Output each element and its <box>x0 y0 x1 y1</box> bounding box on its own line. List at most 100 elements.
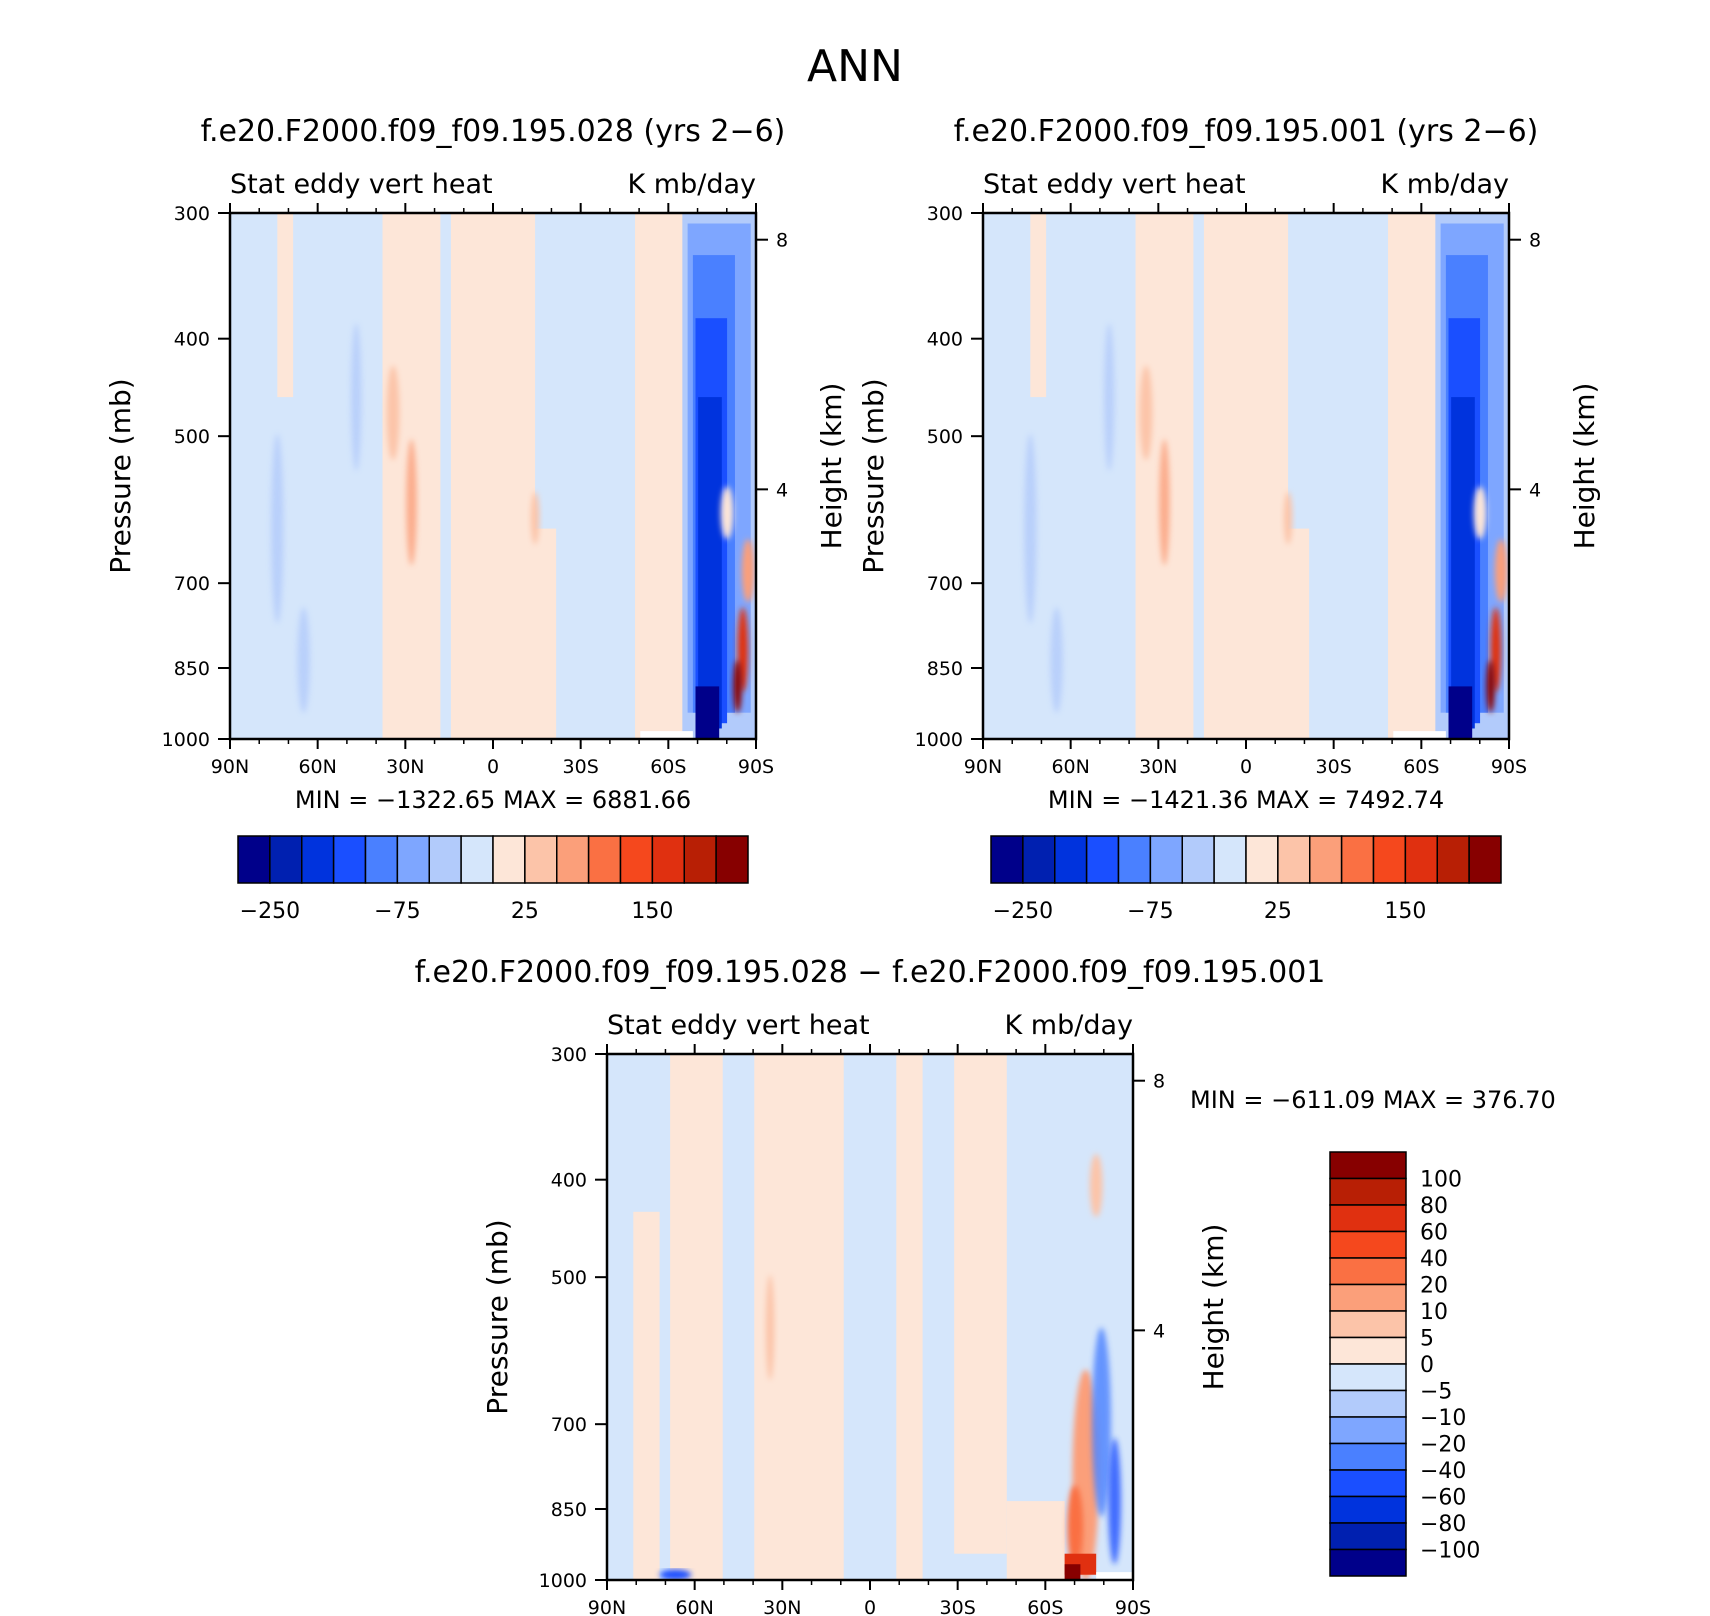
colorbar-swatch <box>1329 1495 1407 1524</box>
colorbar-swatch <box>1329 1310 1407 1339</box>
x-tick-label: 60N <box>1051 756 1089 778</box>
colorbar-label: 10 <box>1420 1300 1448 1325</box>
x-tick-label: 0 <box>487 756 499 778</box>
colorbar-swatch <box>651 835 685 884</box>
y2-tick-label: 4 <box>1153 1320 1165 1342</box>
colorbar-swatch <box>619 835 654 884</box>
colorbar-swatch <box>683 835 717 884</box>
colorbar-swatch <box>1404 835 1438 884</box>
colorbar-swatch <box>1329 1151 1407 1180</box>
colorbar-label: −5 <box>1420 1380 1452 1405</box>
colorbar-swatch <box>1329 1442 1407 1471</box>
y-tick-label: 850 <box>174 658 210 680</box>
y-tick-label: 300 <box>174 203 210 225</box>
colorbar-swatch <box>1329 1363 1407 1392</box>
colorbar-swatch <box>396 835 430 884</box>
y-tick-label: 300 <box>551 1044 587 1066</box>
colorbar-swatch <box>1436 835 1470 884</box>
y-axis-label: Pressure (mb) <box>857 378 890 573</box>
colorbar-swatch <box>460 835 494 884</box>
colorbar-label: 20 <box>1420 1274 1448 1299</box>
chart-title: f.e20.F2000.f09_f09.195.028 (yrs 2−6) <box>201 114 786 149</box>
colorbar-label: 25 <box>511 899 539 924</box>
colorbar-swatch <box>1213 835 1247 884</box>
colorbar-swatch <box>1054 835 1088 884</box>
colorbar-swatch <box>1329 1336 1407 1365</box>
main-title: ANN <box>807 41 903 92</box>
contour-field <box>983 213 1509 739</box>
colorbar-swatch <box>1085 835 1120 884</box>
colorbar-swatch <box>1329 1522 1407 1551</box>
colorbar-swatch <box>1329 1469 1407 1498</box>
x-tick-label: 60S <box>1403 756 1439 778</box>
x-tick-label: 90N <box>211 756 249 778</box>
y2-axis-label: Height (km) <box>815 383 848 550</box>
colorbar: −250 −75 25 150 <box>990 835 1502 924</box>
y2-axis-label: Height (km) <box>1568 383 1601 550</box>
colorbar-label: 150 <box>1384 899 1426 924</box>
x-tick-label: 0 <box>864 1597 876 1616</box>
colorbar-swatch <box>1329 1548 1407 1577</box>
min-max-stats: MIN = −1322.65 MAX = 6881.66 <box>295 786 691 814</box>
colorbar-swatch <box>1329 1204 1407 1233</box>
y-tick-label: 400 <box>927 329 963 351</box>
y-axis-label: Pressure (mb) <box>481 1219 514 1414</box>
y-tick-label: 500 <box>174 426 210 448</box>
y-tick-label: 400 <box>174 329 210 351</box>
contour-field <box>230 213 756 739</box>
x-tick-label: 30S <box>563 756 599 778</box>
colorbar-label: −75 <box>1127 899 1173 924</box>
colorbar-swatch <box>1372 835 1407 884</box>
colorbar-label: 25 <box>1264 899 1292 924</box>
colorbar-swatch <box>715 835 749 884</box>
x-tick-label: 60N <box>675 1597 713 1616</box>
y-tick-label: 1000 <box>539 1570 587 1592</box>
colorbar-swatch <box>1340 835 1375 884</box>
colorbar-swatch <box>1181 835 1215 884</box>
subtitle-left: Stat eddy vert heat <box>607 1010 870 1041</box>
colorbar-label: −75 <box>374 899 420 924</box>
x-tick-label: 90S <box>1491 756 1527 778</box>
y2-tick-label: 4 <box>776 479 788 501</box>
min-max-stats: MIN = −1421.36 MAX = 7492.74 <box>1048 786 1444 814</box>
colorbar-label: 5 <box>1420 1327 1434 1352</box>
colorbar-label: 100 <box>1420 1168 1462 1193</box>
colorbar-swatch <box>332 835 367 884</box>
chart-title: f.e20.F2000.f09_f09.195.028 − f.e20.F200… <box>415 955 1326 990</box>
subtitle-right: K mb/day <box>1381 169 1510 200</box>
colorbar-swatch <box>587 835 622 884</box>
colorbar-swatch <box>1022 835 1056 884</box>
colorbar-swatch <box>1309 835 1343 884</box>
colorbar-swatch <box>237 835 271 884</box>
colorbar-swatch <box>990 835 1024 884</box>
colorbar-label: −100 <box>1420 1539 1480 1564</box>
colorbar-swatch <box>1468 835 1502 884</box>
x-tick-label: 30S <box>1316 756 1352 778</box>
colorbar-swatch <box>1329 1389 1407 1418</box>
x-tick-label: 0 <box>1240 756 1252 778</box>
colorbar-swatch <box>1245 835 1279 884</box>
chart-panel-2: f.e20.F2000.f09_f09.195.001 (yrs 2−6) Sta… <box>857 114 1601 924</box>
subtitle-left: Stat eddy vert heat <box>983 169 1246 200</box>
y-tick-label: 850 <box>927 658 963 680</box>
x-tick-label: 90N <box>964 756 1002 778</box>
y-tick-label: 1000 <box>162 729 210 751</box>
min-max-stats: MIN = −611.09 MAX = 376.70 <box>1190 1086 1556 1114</box>
x-tick-label: 90S <box>1115 1597 1151 1616</box>
chart-panel-3: f.e20.F2000.f09_f09.195.028 − f.e20.F200… <box>415 955 1556 1616</box>
subtitle-right: K mb/day <box>1005 1010 1134 1041</box>
x-tick-label: 30N <box>1139 756 1177 778</box>
subtitle-left: Stat eddy vert heat <box>230 169 493 200</box>
y2-axis-label: Height (km) <box>1197 1224 1230 1391</box>
x-tick-label: 60S <box>650 756 686 778</box>
y-tick-label: 1000 <box>915 729 963 751</box>
colorbar-swatch <box>1329 1283 1407 1312</box>
y-tick-label: 500 <box>551 1267 587 1289</box>
y-axis-label: Pressure (mb) <box>104 378 137 573</box>
colorbar-label: −20 <box>1420 1433 1466 1458</box>
colorbar-swatch <box>301 835 335 884</box>
x-tick-label: 30N <box>386 756 424 778</box>
colorbar-label: 40 <box>1420 1247 1448 1272</box>
colorbar-label: −80 <box>1420 1512 1466 1537</box>
